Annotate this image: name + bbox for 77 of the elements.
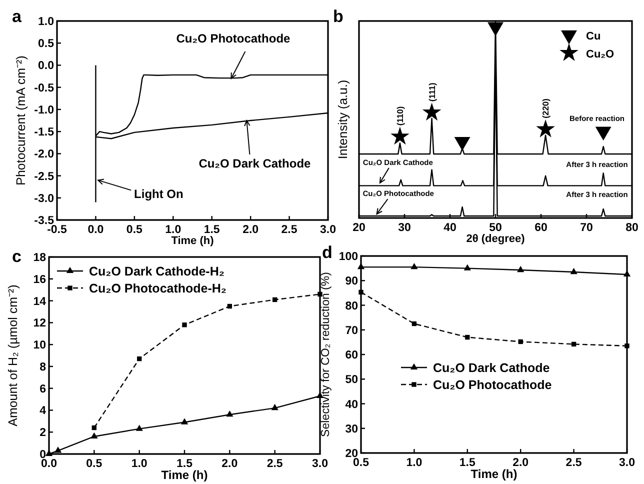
legend-label: Cu bbox=[586, 30, 601, 42]
y-tick-label: 8 bbox=[40, 361, 47, 374]
annotation: (110) bbox=[394, 106, 405, 126]
x-tick-label: 2.5 bbox=[281, 224, 298, 236]
y-axis-title: Intensity (a.u.) bbox=[336, 80, 350, 160]
x-tick-label: 2.0 bbox=[222, 458, 238, 470]
y-tick-label: 30 bbox=[345, 423, 358, 436]
x-tick-label: 3.0 bbox=[320, 224, 336, 236]
annotation: (111) bbox=[426, 82, 437, 102]
y-tick-label: 0.5 bbox=[38, 38, 55, 50]
x-axis-title: Time (h) bbox=[161, 468, 208, 482]
x-tick-label: 1.0 bbox=[406, 457, 422, 469]
annotation: Cu₂O Dark Cathode bbox=[198, 156, 312, 170]
annotation: Cu₂O Photocathode bbox=[176, 31, 291, 46]
x-tick-label: 1.0 bbox=[131, 458, 148, 470]
legend-label: Cu₂O Photocathode-H₂ bbox=[89, 282, 226, 296]
x-tick-label: 1.0 bbox=[165, 224, 182, 236]
x-tick-label: 0.5 bbox=[353, 457, 370, 469]
y-tick-label: 90 bbox=[345, 276, 358, 288]
x-tick-label: 30 bbox=[398, 222, 411, 234]
legend-label: Cu₂O Dark Cathode bbox=[433, 361, 550, 375]
y-tick-label: 70 bbox=[345, 324, 358, 337]
y-tick-label: 80 bbox=[345, 300, 358, 312]
y-tick-label: -2.5 bbox=[34, 170, 55, 183]
legend-label: Cu₂O Photocathode bbox=[433, 378, 552, 392]
y-tick-label: -1.5 bbox=[34, 126, 55, 139]
legend-label: Cu₂O bbox=[586, 48, 615, 60]
x-tick-label: 1.5 bbox=[459, 457, 476, 469]
y-tick-label: 14 bbox=[33, 296, 47, 308]
y-tick-label: -1.0 bbox=[34, 104, 54, 116]
x-tick-label: 80 bbox=[626, 222, 638, 234]
x-axis-title: Time (h) bbox=[171, 235, 214, 247]
y-tick-label: 16 bbox=[33, 274, 46, 286]
y-tick-label: 60 bbox=[345, 350, 358, 362]
x-tick-label: 20 bbox=[352, 222, 366, 234]
x-tick-label: 1.5 bbox=[204, 224, 220, 236]
x-tick-label: -0.5 bbox=[47, 224, 68, 236]
y-tick-label: 40 bbox=[345, 398, 358, 411]
y-tick-label: -2.0 bbox=[34, 148, 54, 161]
y-tick-label: 50 bbox=[345, 374, 358, 386]
y-tick-label: 18 bbox=[33, 252, 47, 264]
x-axis-title: Time (h) bbox=[470, 467, 518, 481]
chart-title: b bbox=[333, 7, 344, 26]
x-tick-label: 60 bbox=[534, 222, 548, 234]
x-tick-label: 3.0 bbox=[312, 458, 328, 470]
legend-label: Cu₂O Dark Cathode-H₂ bbox=[89, 264, 224, 278]
y-tick-label: 0.0 bbox=[38, 60, 54, 72]
y-tick-label: 6 bbox=[40, 383, 46, 396]
x-tick-label: 2.5 bbox=[266, 458, 284, 470]
annotation: Light On bbox=[134, 187, 184, 202]
x-tick-label: 2.5 bbox=[566, 457, 582, 469]
y-tick-label: 2 bbox=[40, 427, 46, 440]
x-tick-label: 50 bbox=[489, 222, 502, 234]
x-axis-title: 2θ (degree) bbox=[466, 233, 526, 245]
x-tick-label: 70 bbox=[580, 222, 593, 234]
y-tick-label: -0.5 bbox=[34, 82, 55, 94]
y-axis-title: Photocurrent (mA cm⁻²) bbox=[14, 56, 28, 186]
y-axis-title: Amount of H₂ (µmol cm⁻²) bbox=[6, 284, 20, 426]
x-tick-label: 2.0 bbox=[242, 224, 259, 236]
y-axis-title: Selectivity for CO₂ reduction (%) bbox=[320, 272, 332, 437]
chart-title: d bbox=[322, 243, 332, 262]
chart-title: a bbox=[12, 7, 22, 26]
y-tick-label: 4 bbox=[40, 405, 47, 418]
y-tick-label: 12 bbox=[33, 318, 46, 330]
x-tick-label: 40 bbox=[444, 222, 456, 234]
x-tick-label: 1.5 bbox=[176, 458, 194, 470]
annotation: (220) bbox=[540, 98, 551, 118]
y-tick-label: 1.0 bbox=[38, 16, 54, 28]
x-tick-label: 3.0 bbox=[619, 457, 635, 469]
x-tick-label: 2.0 bbox=[512, 457, 529, 469]
x-tick-label: 0.5 bbox=[86, 458, 103, 470]
y-tick-label: -3.0 bbox=[34, 192, 54, 205]
chart-title: c bbox=[12, 247, 22, 266]
y-tick-label: 10 bbox=[33, 340, 46, 352]
x-tick-label: 0.0 bbox=[88, 224, 104, 236]
x-tick-label: 0.5 bbox=[126, 224, 144, 236]
y-tick-label: 100 bbox=[338, 251, 358, 263]
